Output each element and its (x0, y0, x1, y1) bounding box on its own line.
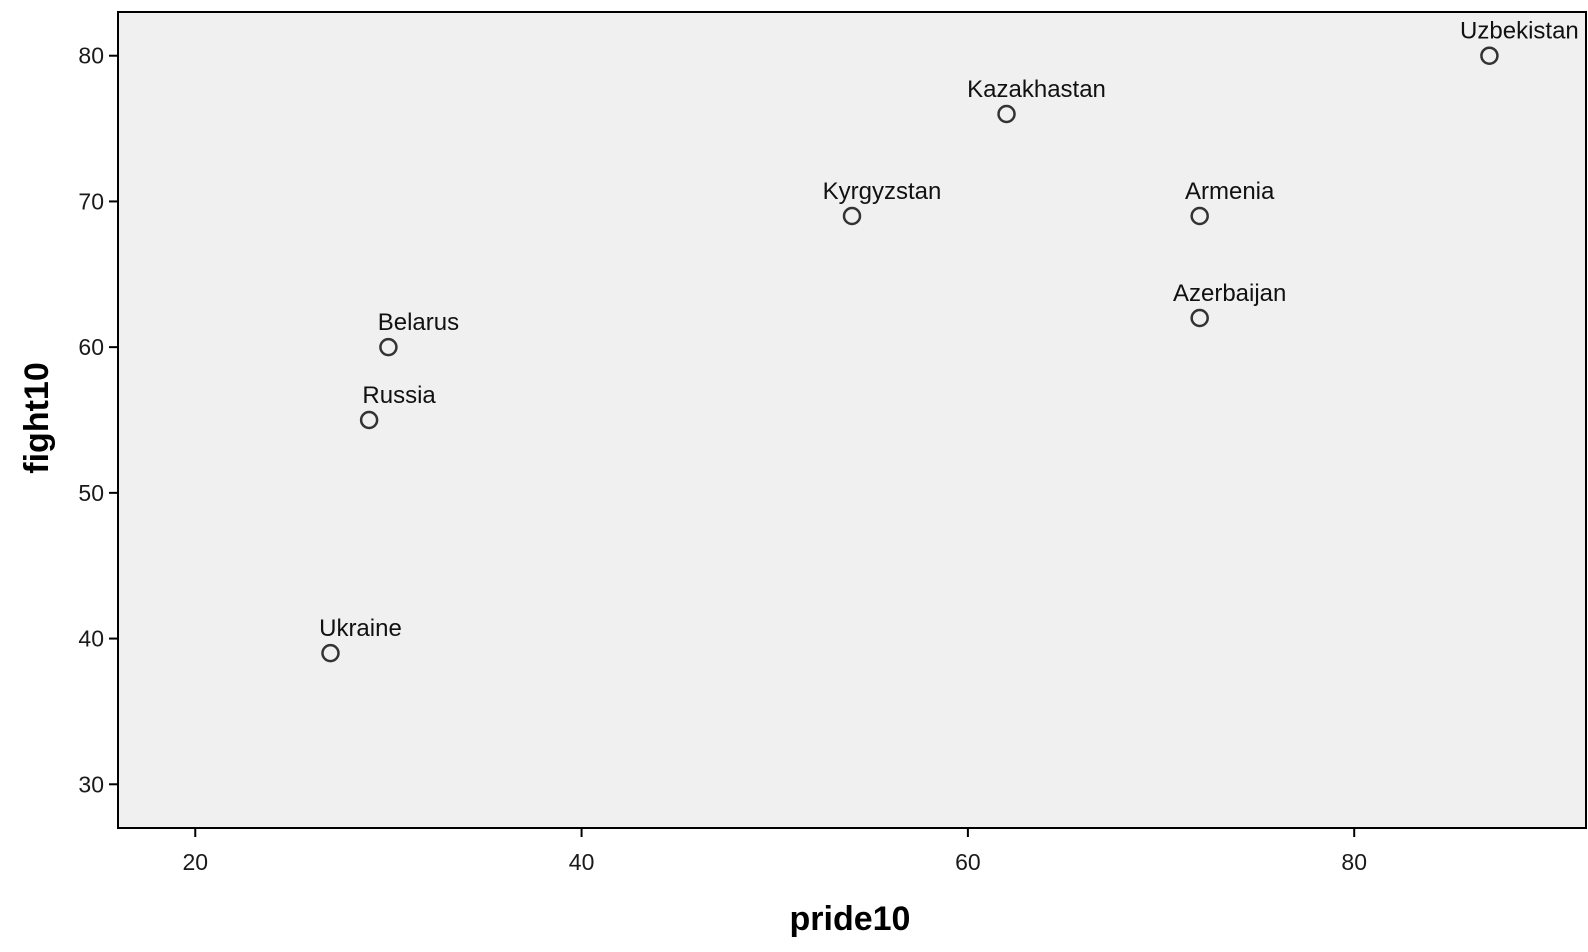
x-tick-label-20: 20 (182, 849, 208, 875)
point-label-uzbekistan: Uzbekistan (1460, 18, 1579, 45)
y-tick-label-60: 60 (78, 334, 104, 360)
point-azerbaijan (1190, 308, 1209, 328)
point-kazakhastan (997, 104, 1016, 124)
x-tick-label-40: 40 (569, 849, 595, 875)
point-label-kazakhastan: Kazakhastan (967, 76, 1106, 103)
y-tick-label-70: 70 (78, 188, 104, 214)
point-belarus (379, 337, 398, 357)
point-label-belarus: Belarus (378, 309, 459, 336)
plot-area (117, 11, 1587, 829)
point-label-ukraine: Ukraine (319, 615, 402, 642)
point-ukraine (321, 643, 340, 663)
y-tick-label-50: 50 (78, 480, 104, 506)
point-label-kyrgyzstan: Kyrgyzstan (823, 178, 942, 205)
point-label-russia: Russia (362, 382, 436, 409)
x-axis-title: pride10 (790, 900, 911, 938)
point-label-azerbaijan: Azerbaijan (1173, 280, 1286, 307)
y-axis-title: fight10 (18, 362, 56, 473)
point-armenia (1190, 206, 1209, 226)
point-uzbekistan (1480, 46, 1499, 65)
point-russia (359, 410, 379, 430)
point-kyrgyzstan (842, 206, 862, 226)
y-tick-label-40: 40 (78, 626, 104, 652)
y-tick-label-80: 80 (78, 43, 104, 69)
x-tick-label-60: 60 (955, 849, 981, 875)
y-tick-label-30: 30 (78, 771, 104, 797)
data-points: Uzbekistan Kazakhastan Kyrgyzstan Armenia Az… (319, 18, 1579, 663)
x-axis: 20 40 60 80 (182, 828, 1367, 875)
point-label-armenia: Armenia (1185, 178, 1275, 205)
x-tick-label-80: 80 (1341, 849, 1367, 875)
y-axis: 30 40 50 60 70 80 (78, 43, 118, 797)
